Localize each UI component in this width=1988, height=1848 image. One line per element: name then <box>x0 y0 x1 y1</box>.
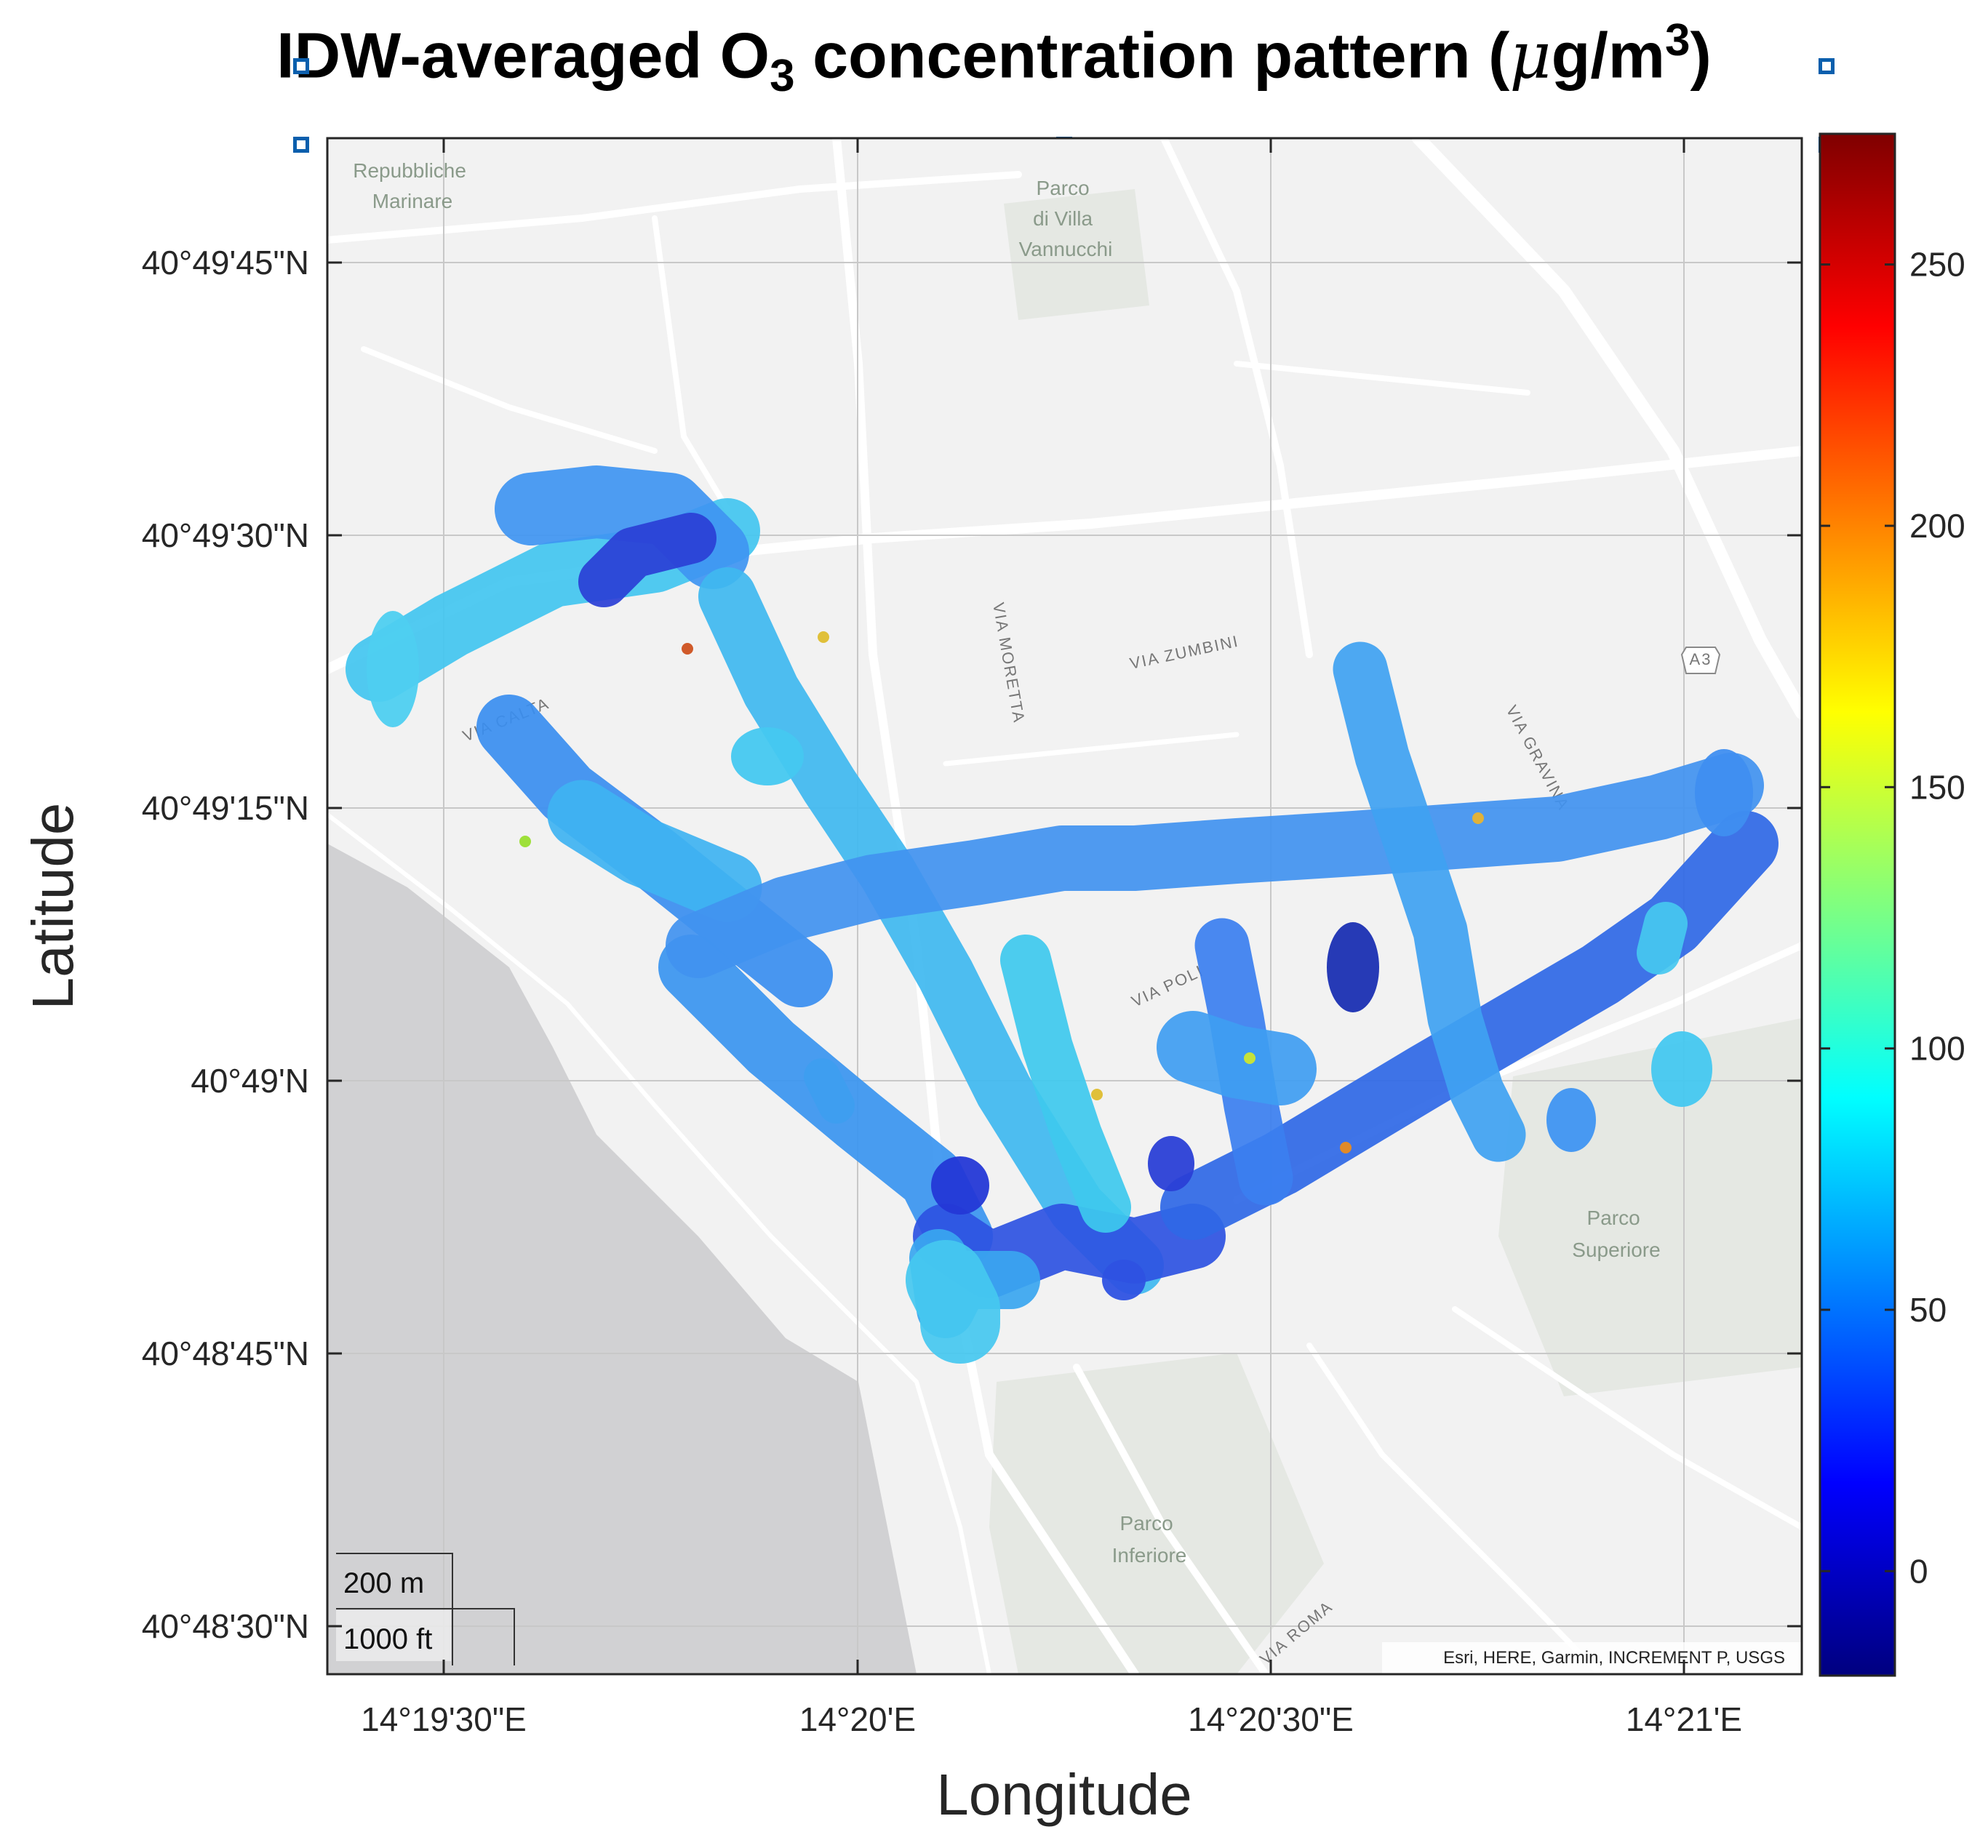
concentration-hotspot <box>1340 1142 1352 1153</box>
title-mu: μ <box>1509 17 1552 93</box>
svg-text:A3: A3 <box>1690 650 1712 668</box>
colorbar-tick-label: 100 <box>1909 1030 1965 1068</box>
road <box>327 812 991 1674</box>
concentration-hotspot <box>1244 1052 1256 1064</box>
x-tick-label: 14°20'30"E <box>1188 1700 1354 1738</box>
concentration-patch <box>731 727 804 785</box>
concentration-track <box>1333 641 1526 1162</box>
concentration-track <box>1157 1011 1317 1105</box>
concentration-hotspot <box>818 631 829 643</box>
concentration-patch <box>1651 1031 1712 1107</box>
colorbar-gradient <box>1819 132 1896 1677</box>
concentration-patch <box>1327 922 1379 1012</box>
place-label: Parco di Villa Vannucchi <box>1019 177 1113 260</box>
concentration-track <box>804 1058 855 1124</box>
colorbar-tick-label: 0 <box>1909 1552 1928 1590</box>
concentration-track <box>1637 902 1688 975</box>
x-tick-label: 14°21'E <box>1626 1700 1742 1738</box>
colorbar-ticks: 250 200 150 100 50 0 <box>1820 246 1965 1590</box>
scale-metric: 200 m <box>343 1567 424 1599</box>
map-frame <box>326 137 1803 1676</box>
chart-title: IDW-averaged O3 concentration pattern (μ… <box>0 15 1988 102</box>
highway-shield: A3 <box>1680 647 1721 674</box>
colorbar-tick-label: 200 <box>1909 507 1965 545</box>
concentration-hotspot <box>682 643 693 655</box>
basemap: Repubbliche Marinare Parco di Villa Vann… <box>327 138 1802 1674</box>
selection-handle[interactable] <box>1819 58 1835 74</box>
o3-concentration-overlay <box>346 465 1779 1364</box>
concentration-patch <box>931 1156 989 1215</box>
title-suffix: ) <box>1690 19 1712 92</box>
x-tick-label: 14°20'E <box>799 1700 916 1738</box>
concentration-hotspot <box>1091 1089 1103 1100</box>
title-subscript: 3 <box>770 50 795 101</box>
concentration-patch <box>367 611 419 727</box>
selection-handle[interactable] <box>293 58 309 74</box>
concentration-track <box>666 753 1764 978</box>
attribution-text: Esri, HERE, Garmin, INCREMENT P, USGS <box>1443 1648 1785 1668</box>
concentration-track <box>698 567 1164 1295</box>
concentration-track <box>547 780 762 922</box>
concentration-track <box>578 513 716 607</box>
colorbar-tick-label: 50 <box>1909 1291 1947 1329</box>
concentration-patch <box>1102 1260 1146 1300</box>
y-tick-label: 40°49'30"N <box>142 516 309 554</box>
sea-area <box>327 844 917 1674</box>
concentration-track <box>906 1240 1000 1364</box>
y-tick-label: 40°48'45"N <box>142 1335 309 1372</box>
place-label: Parco Superiore <box>1572 1207 1660 1261</box>
colorbar: 250 200 150 100 50 0 <box>1819 132 1965 1677</box>
place-label: Parco Inferiore <box>1112 1512 1187 1567</box>
concentration-track <box>1000 935 1131 1233</box>
place-label: Repubbliche Marinare <box>353 159 471 212</box>
concentration-patch <box>1695 749 1753 836</box>
concentration-hotspot <box>519 836 531 847</box>
scale-imperial: 1000 ft <box>343 1623 432 1655</box>
concentration-hotspot <box>1472 812 1484 824</box>
park-area <box>1004 189 1149 320</box>
park-area <box>1498 1018 1802 1396</box>
x-tick-label: 14°19'30"E <box>361 1700 527 1738</box>
y-tick-label: 40°49'15"N <box>142 789 309 827</box>
scale-bar: 200 m 1000 ft <box>336 1553 515 1665</box>
colorbar-tick-label: 250 <box>1909 246 1965 284</box>
title-superscript: 3 <box>1665 15 1690 65</box>
selection-handle[interactable] <box>293 137 309 153</box>
concentration-patch <box>1546 1088 1596 1152</box>
y-tick-label: 40°49'45"N <box>142 244 309 281</box>
tick-marks <box>327 138 1802 1674</box>
attribution-background <box>1382 1642 1802 1674</box>
colorbar-tick-label: 150 <box>1909 768 1965 806</box>
x-axis-label: Longitude <box>936 1762 1191 1827</box>
concentration-patch <box>1148 1136 1194 1191</box>
title-prefix: IDW-averaged O <box>276 19 770 92</box>
title-middle: concentration pattern ( <box>794 19 1510 92</box>
title-unit: g/m <box>1551 19 1666 92</box>
y-axis-label: Latitude <box>20 803 85 1010</box>
y-tick-label: 40°49'N <box>191 1062 309 1100</box>
y-tick-label: 40°48'30"N <box>142 1607 309 1645</box>
